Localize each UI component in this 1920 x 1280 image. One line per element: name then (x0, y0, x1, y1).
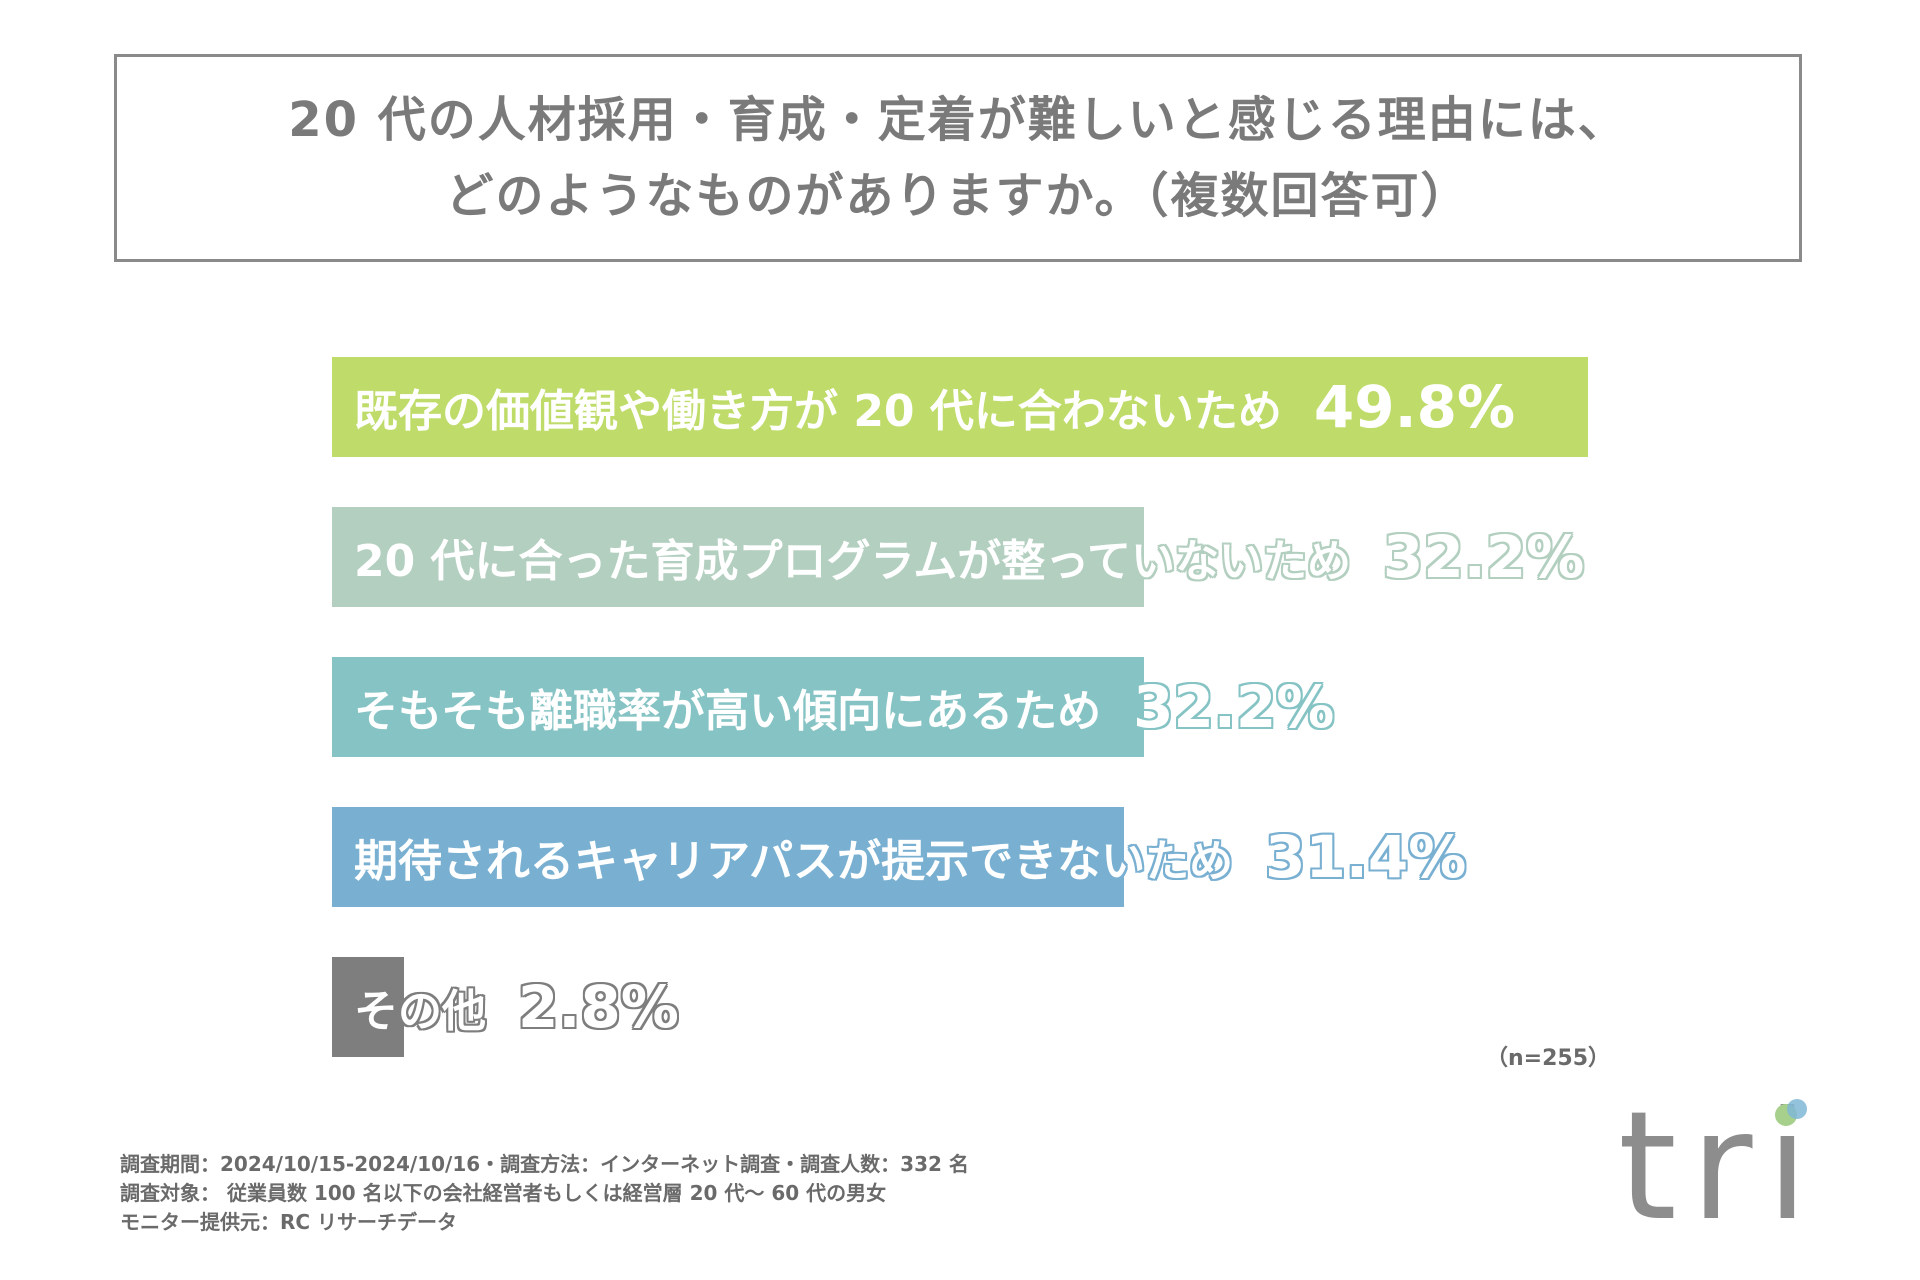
bar-label-3: そもそも離職率が高い傾向にあるため 32.2% (354, 657, 1334, 757)
bar-2 (332, 507, 1145, 607)
sample-size-note: （n=255） (1486, 1046, 1611, 1071)
bar-row-5: その他 2.8% (332, 957, 1788, 1057)
footer-line-source: モニター提供元：RC リサーチデータ (120, 1210, 458, 1234)
category-label: 既存の価値観や働き方が 20 代に合わないため (354, 386, 1282, 437)
logo-dots-icon (1775, 1099, 1807, 1126)
footer-line-target: 調査対象： 従業員数 100 名以下の会社経営者もしくは経営層 20 代〜 60… (120, 1181, 887, 1205)
bar-4 (332, 807, 1124, 907)
chart-title-line2: どのようなものがありますか。（複数回答可） (445, 168, 1471, 224)
bar-5 (332, 957, 404, 1057)
category-label: その他 (354, 986, 486, 1037)
chart-title-box: 20 代の人材採用・育成・定着が難しいと感じる理由には、 どのようなものがありま… (114, 54, 1802, 262)
value-label: 32.2% (1133, 673, 1335, 741)
bar-label-2: 20 代に合った育成プログラムが整っていないため 32.2% (354, 507, 1584, 607)
bar-3 (332, 657, 1145, 757)
category-label: そもそも離職率が高い傾向にあるため (354, 686, 1102, 737)
bar-row-3: そもそも離職率が高い傾向にあるため 32.2% (332, 657, 1788, 757)
bar-1 (332, 357, 1588, 457)
category-label: 20 代に合った育成プログラムが整っていないため (354, 536, 1352, 587)
value-label: 31.4% (1265, 823, 1467, 891)
bar-row-1: 既存の価値観や働き方が 20 代に合わないため 49.8% (332, 357, 1788, 457)
bar-label-4: 期待されるキャリアパスが提示できないため 31.4% (354, 807, 1466, 907)
chart-title-line1: 20 代の人材採用・育成・定着が難しいと感じる理由には、 (288, 92, 1628, 148)
bar-row-4: 期待されるキャリアパスが提示できないため 31.4% (332, 807, 1788, 907)
category-label: 期待されるキャリアパスが提示できないため (354, 836, 1234, 887)
value-label: 2.8% (518, 973, 679, 1041)
footer-line-period: 調査期間：2024/10/15-2024/10/16・調査方法：インターネット調… (120, 1152, 969, 1176)
survey-footer: 調査期間：2024/10/15-2024/10/16・調査方法：インターネット調… (120, 1150, 969, 1237)
bar-label-1: 既存の価値観や働き方が 20 代に合わないため 49.8% (354, 357, 1515, 457)
bar-row-2: 20 代に合った育成プログラムが整っていないため 32.2% (332, 507, 1788, 607)
value-label: 32.2% (1383, 523, 1585, 591)
value-label: 49.8% (1313, 373, 1516, 441)
bar-label-5: その他 2.8% (354, 957, 679, 1057)
